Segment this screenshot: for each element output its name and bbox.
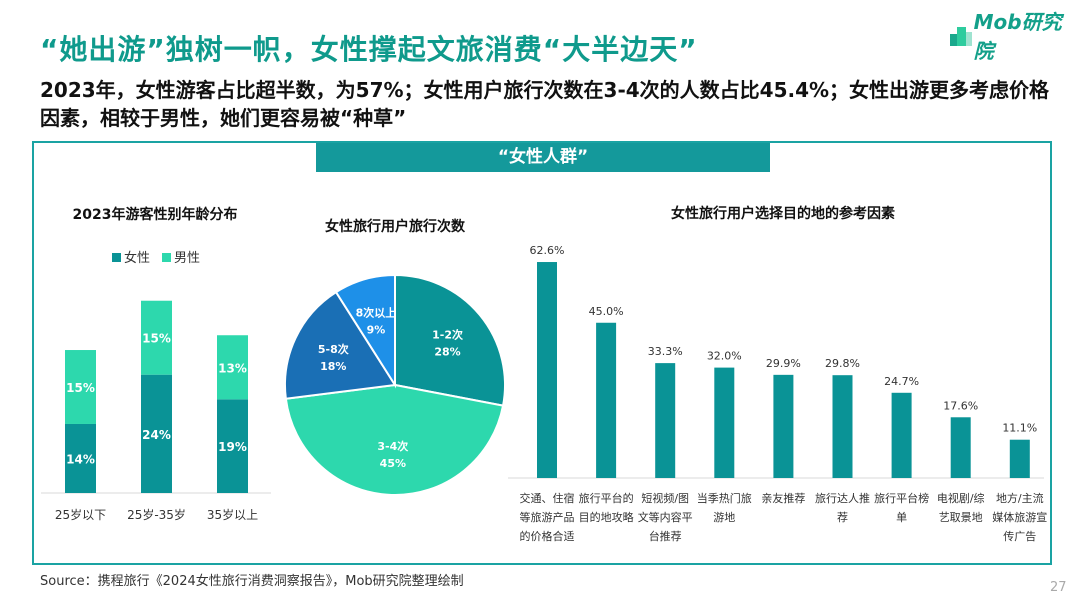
factor-category-label: 地方/主流 — [996, 491, 1044, 505]
chart1-title: 2023年游客性别年龄分布 — [72, 207, 238, 223]
factor-value-3: 32.0% — [707, 350, 742, 363]
logo-text: Mob研究院 — [973, 10, 1062, 63]
factor-bar-0 — [537, 262, 557, 478]
factor-value-1: 45.0% — [589, 305, 624, 318]
factor-category-label: 传广告 — [1003, 530, 1036, 543]
section-banner: “女性人群” — [316, 143, 770, 172]
pie-slice-2 — [284, 290, 397, 400]
chart3-title: 女性旅行用户选择目的地的参考因素 — [671, 206, 895, 222]
pie-slice-3 — [334, 273, 396, 389]
pie-slice-1 — [284, 383, 505, 496]
source-note: Source：携程旅行《2024女性旅行消费洞察报告》，Mob研究院整理绘制 — [40, 574, 464, 589]
factor-category-label: 的价格合适 — [520, 529, 575, 543]
factor-value-8: 11.1% — [1002, 422, 1037, 435]
factor-bar-4 — [773, 374, 794, 478]
chart1-category-label: 25岁以下 — [55, 507, 106, 522]
bar-label-0-0: 14% — [66, 452, 95, 466]
factor-bar-8 — [1009, 439, 1030, 478]
factor-category-label: 等旅游产品 — [520, 510, 575, 524]
chart1-category-label: 35岁以上 — [207, 507, 258, 522]
pie-value-1: 45% — [380, 457, 406, 470]
bar-label-1-0: 24% — [142, 428, 171, 442]
factor-category-label: 交通、住宿 — [520, 491, 575, 505]
chart2-title: 女性旅行用户旅行次数 — [325, 219, 465, 235]
factor-category-label: 媒体旅游宣 — [992, 510, 1047, 524]
legend-swatch-1 — [162, 253, 171, 262]
factor-category-label: 当季热门旅 — [697, 491, 752, 505]
factor-category-label: 单 — [896, 511, 907, 524]
factor-category-label: 艺取景地 — [939, 511, 983, 524]
factor-bar-3 — [714, 367, 735, 478]
bar-1-0 — [141, 374, 172, 493]
subtitle: 2023年，女性游客占比超半数，为57%；女性用户旅行次数在3-4次的人数占比4… — [40, 78, 1050, 130]
bar-2-1 — [217, 335, 248, 400]
bar-2-0 — [217, 399, 248, 493]
factor-category-label: 台推荐 — [649, 529, 682, 543]
factor-value-4: 29.9% — [766, 357, 801, 370]
legend-label-0: 女性 — [124, 250, 150, 266]
factor-category-label: 电视剧/综 — [937, 491, 985, 505]
pie-label-0: 1-2次 — [432, 328, 463, 342]
factor-bar-6 — [891, 392, 912, 478]
factor-category-label: 亲友推荐 — [761, 491, 805, 505]
pie-label-2: 5-8次 — [318, 342, 349, 356]
factor-bar-1 — [596, 322, 617, 478]
legend-label-1: 男性 — [174, 251, 200, 266]
pie-value-3: 9% — [367, 324, 386, 337]
factor-category-label: 旅行平台的 — [579, 491, 634, 505]
bar-label-2-0: 19% — [218, 440, 247, 454]
factor-category-label: 荐 — [837, 511, 848, 524]
factor-category-label: 游地 — [713, 511, 735, 524]
pie-value-2: 18% — [320, 360, 346, 373]
factor-value-2: 33.3% — [648, 345, 683, 358]
factor-category-label: 目的地攻略 — [579, 510, 634, 524]
logo: Mob研究院 — [948, 6, 1080, 64]
bar-label-2-1: 13% — [218, 361, 247, 375]
bar-1-1 — [141, 300, 172, 375]
factor-value-6: 24.7% — [884, 375, 919, 388]
content-frame — [32, 141, 1052, 565]
page-title: “她出游”独树一帜，女性撑起文旅消费“大半边天” — [40, 33, 698, 66]
bar-0-0 — [65, 423, 96, 493]
pie-value-0: 28% — [434, 346, 460, 359]
factor-bar-2 — [655, 363, 676, 478]
factor-category-label: 短视频/图 — [641, 491, 689, 505]
pie-slice-0 — [394, 273, 506, 407]
factor-category-label: 文等内容平 — [638, 510, 693, 524]
bar-label-1-1: 15% — [142, 332, 171, 346]
factor-value-0: 62.6% — [530, 244, 565, 257]
factor-category-label: 旅行平台榜 — [874, 491, 929, 505]
chart1-category-label: 25岁-35岁 — [127, 507, 186, 522]
page-number: 27 — [1050, 580, 1067, 595]
bar-label-0-1: 15% — [66, 381, 95, 395]
factor-category-label: 旅行达人推 — [815, 491, 870, 505]
logo-building-icon — [950, 27, 972, 46]
bar-0-1 — [65, 350, 96, 424]
factor-value-5: 29.8% — [825, 357, 860, 370]
legend-swatch-0 — [112, 253, 121, 262]
pie-label-1: 3-4次 — [377, 439, 408, 453]
factor-bar-7 — [950, 417, 971, 478]
factor-value-7: 17.6% — [943, 399, 978, 412]
pie-label-3: 8次以上 — [356, 306, 397, 320]
factor-bar-5 — [832, 375, 853, 478]
